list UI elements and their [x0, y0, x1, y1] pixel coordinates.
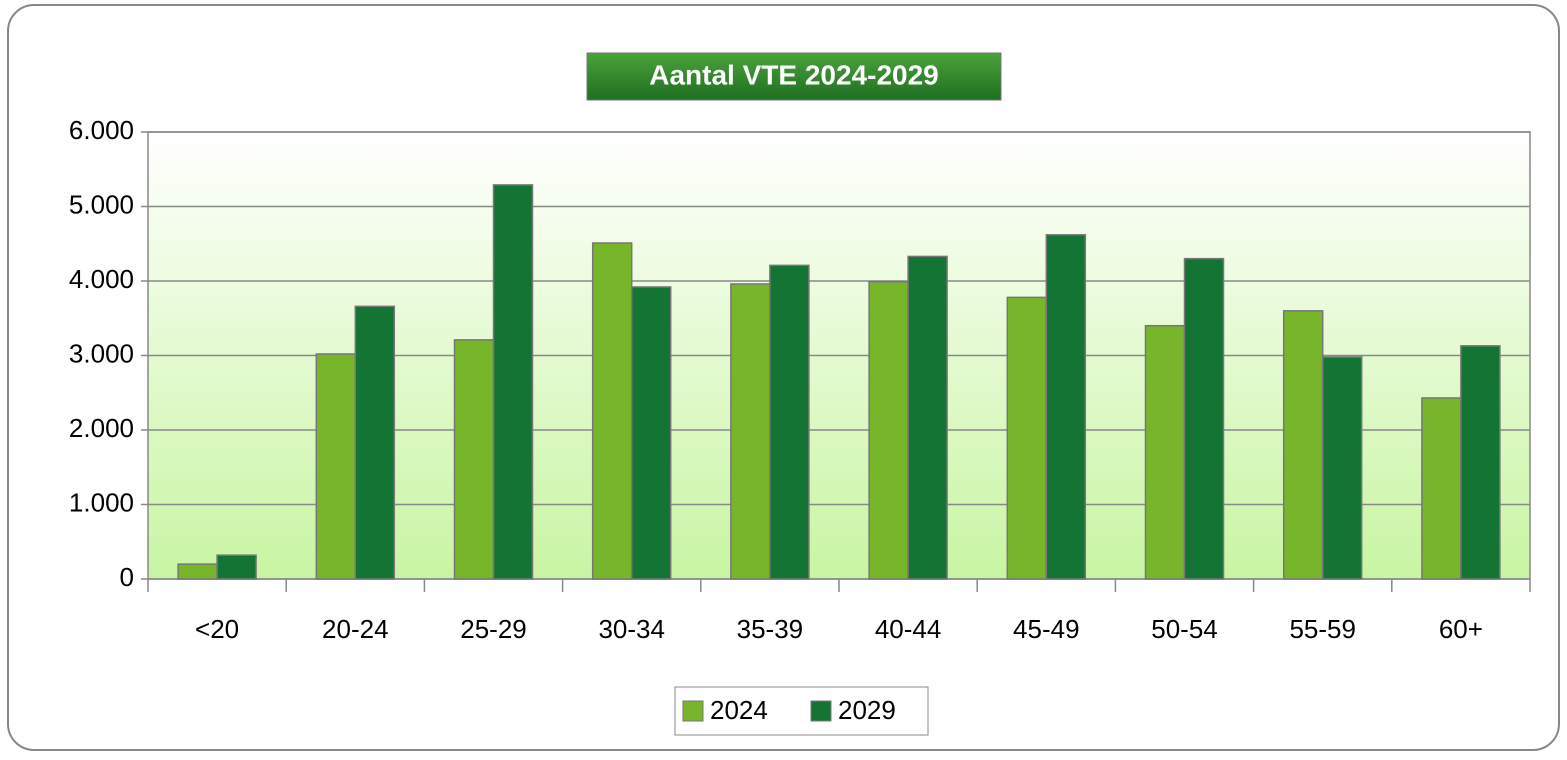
x-tick-label: 60+ — [1439, 614, 1483, 644]
legend-swatch — [810, 700, 832, 722]
bar — [177, 563, 218, 580]
bar — [1006, 296, 1048, 580]
bar — [769, 264, 810, 580]
title-box — [586, 52, 1002, 101]
bar — [1282, 310, 1324, 580]
legend-label: 2024 — [710, 695, 768, 725]
bar — [1321, 356, 1363, 580]
bar — [354, 305, 396, 580]
legend-swatch — [682, 700, 704, 722]
bar — [1183, 257, 1225, 580]
bar — [492, 184, 534, 580]
bar — [1460, 345, 1501, 580]
x-tick-label: 35-39 — [737, 614, 804, 644]
bar — [1421, 397, 1462, 580]
legend-label: 2029 — [838, 695, 896, 725]
y-tick-label: 1.000 — [69, 487, 134, 517]
bar — [315, 353, 357, 580]
y-tick-label: 0 — [120, 562, 134, 592]
legend-box — [674, 686, 929, 736]
bar — [453, 339, 495, 580]
x-tick-label: 50-54 — [1151, 614, 1218, 644]
chart-title: Aantal VTE 2024-2029 — [649, 59, 939, 90]
bar — [907, 255, 948, 580]
x-tick-label: <20 — [195, 614, 239, 644]
bar — [868, 280, 909, 580]
bar — [1045, 234, 1087, 580]
bar — [730, 283, 771, 580]
y-tick-label: 4.000 — [69, 264, 134, 294]
y-tick-label: 3.000 — [69, 338, 134, 368]
bar — [630, 286, 672, 580]
x-tick-label: 55-59 — [1289, 614, 1356, 644]
legend: 2024 2029 — [674, 686, 929, 736]
y-tick-label: 6.000 — [69, 115, 134, 145]
bar — [1144, 324, 1186, 580]
x-tick-label: 25-29 — [460, 614, 527, 644]
y-tick-label: 5.000 — [69, 189, 134, 219]
bar — [216, 554, 257, 580]
y-tick-label: 2.000 — [69, 413, 134, 443]
bar — [591, 242, 633, 580]
x-tick-label: 30-34 — [598, 614, 665, 644]
x-tick-label: 45-49 — [1013, 614, 1080, 644]
x-tick-label: 40-44 — [875, 614, 942, 644]
x-tick-label: 20-24 — [322, 614, 389, 644]
